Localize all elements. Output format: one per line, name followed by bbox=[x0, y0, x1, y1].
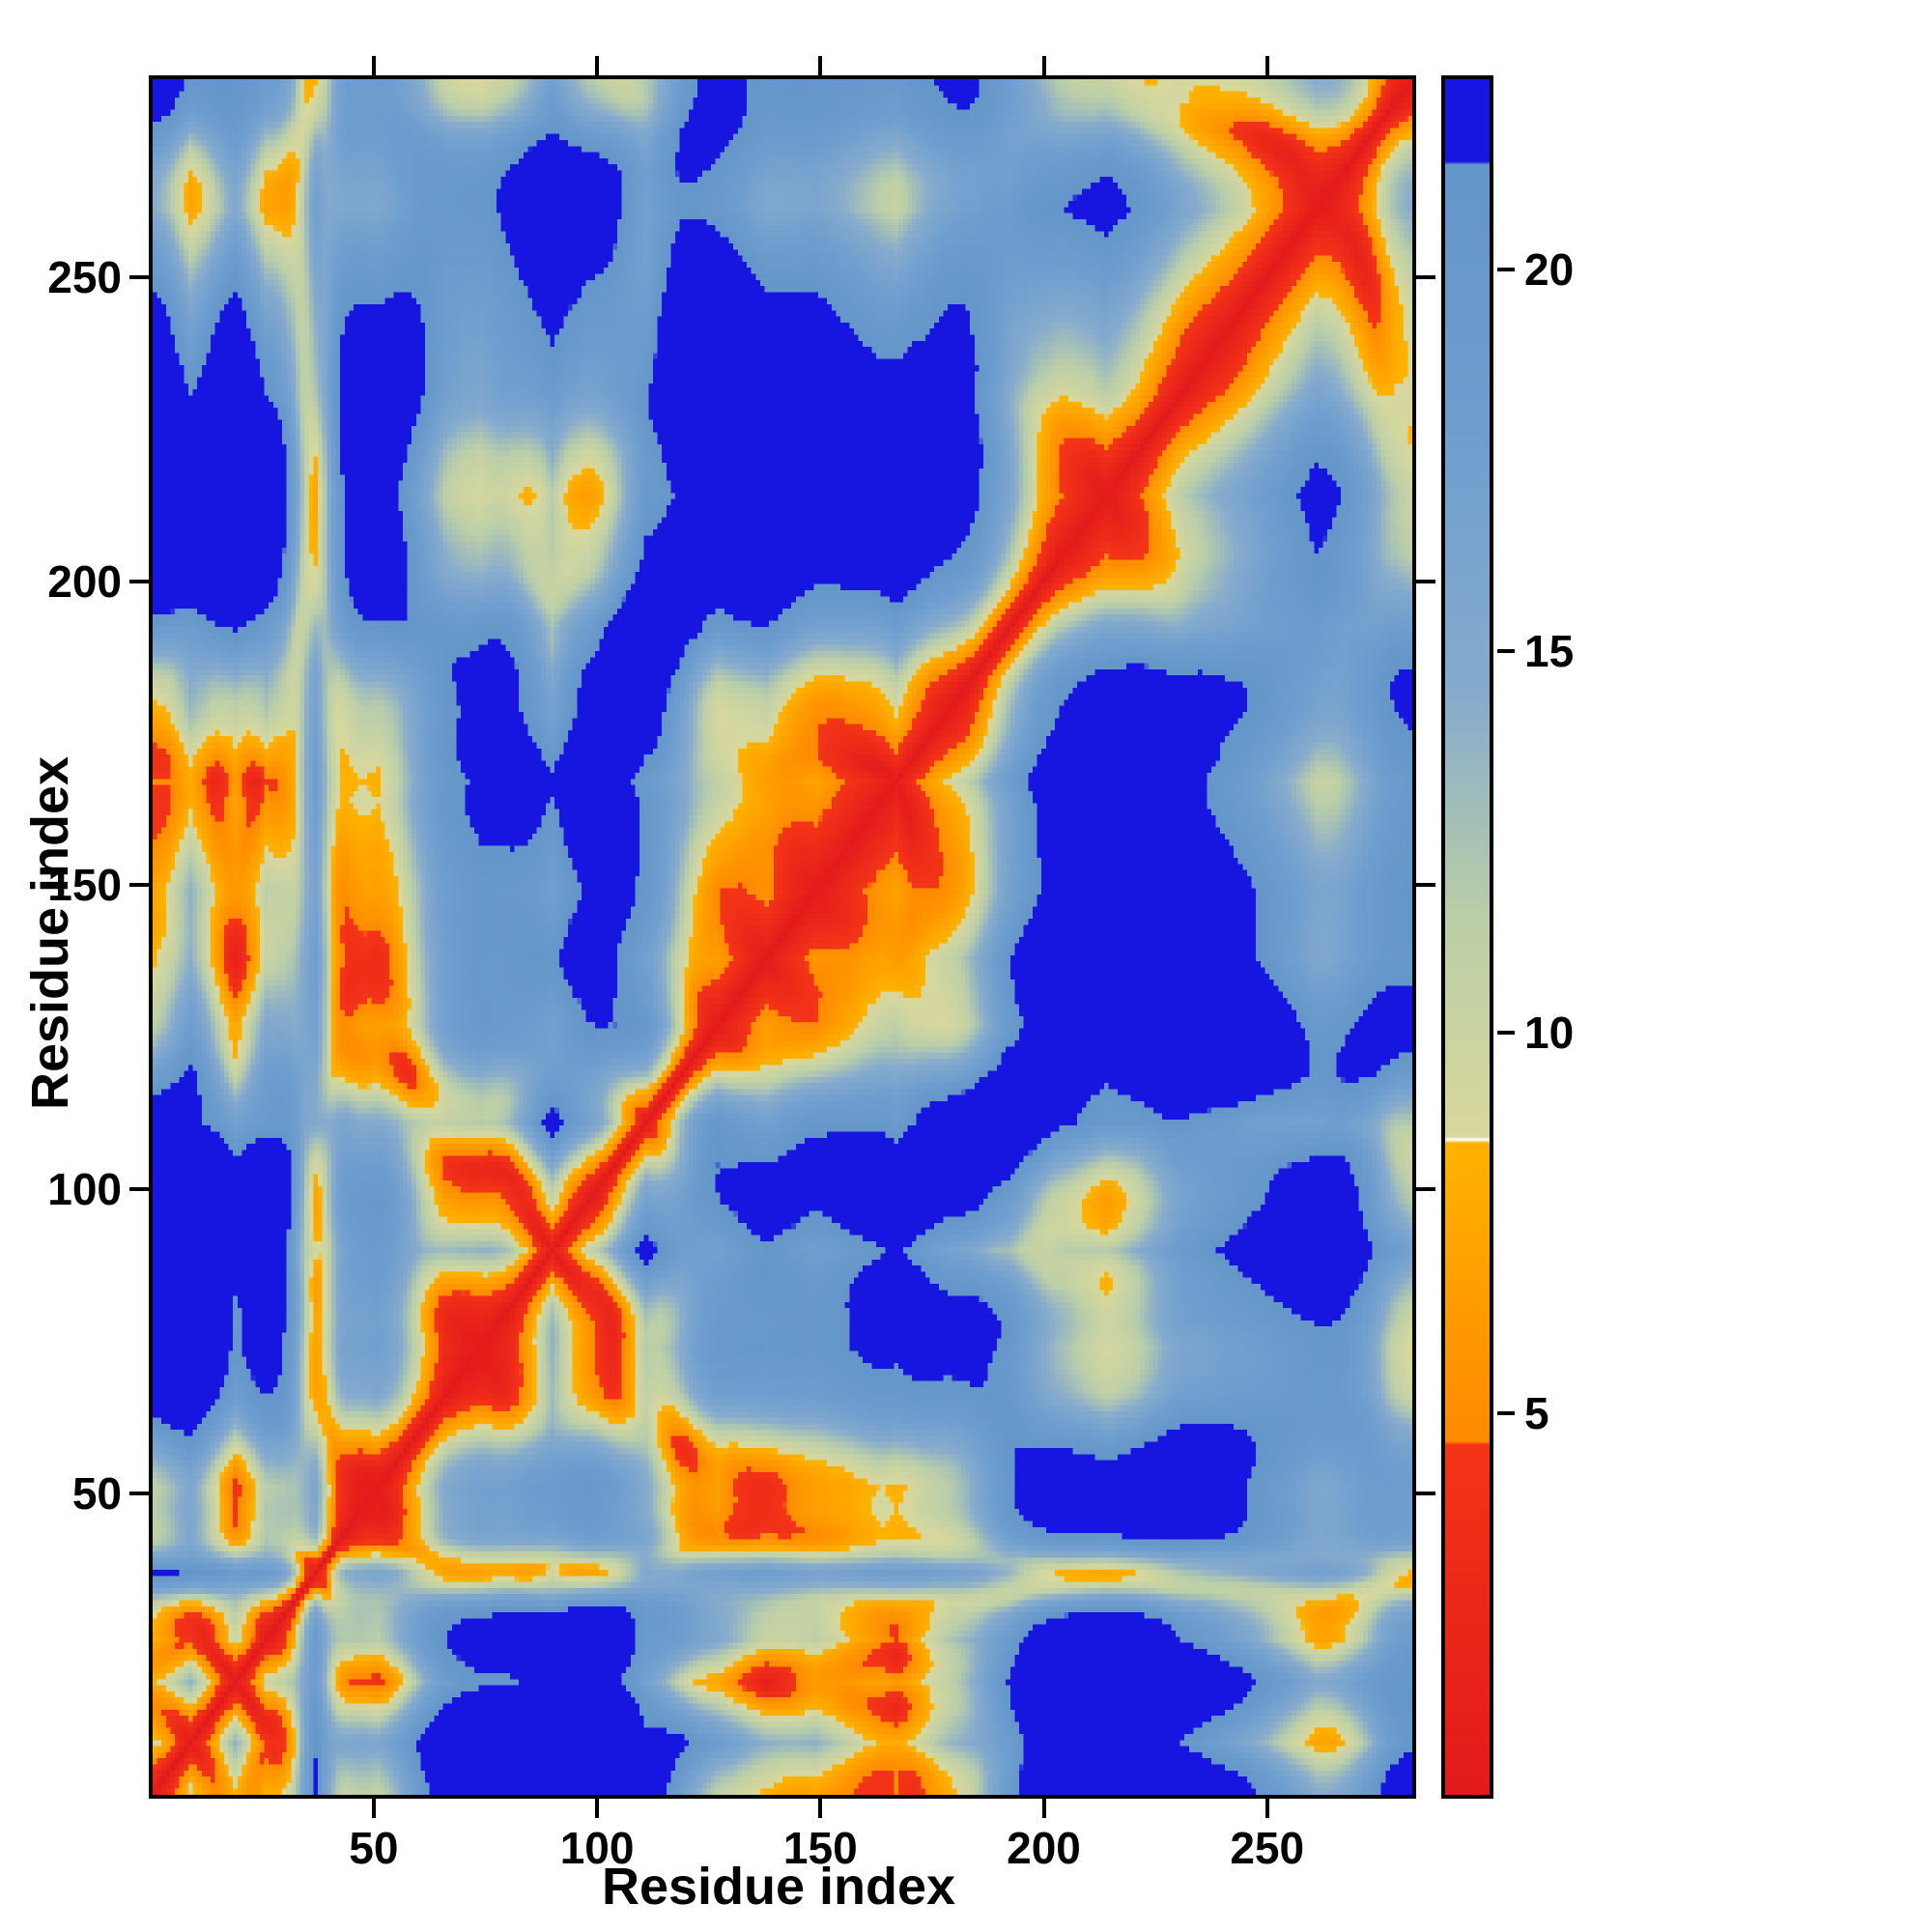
x-axis-title: Residue index bbox=[601, 1858, 956, 1916]
x-axis-top-tick-mark bbox=[1264, 56, 1269, 75]
y-axis-tick-label: 100 bbox=[47, 1164, 122, 1215]
x-axis-tick-mark bbox=[1041, 1799, 1046, 1818]
x-axis-tick-mark bbox=[1264, 1799, 1269, 1818]
y-axis-tick-mark bbox=[129, 1187, 149, 1192]
y-axis-right-tick-mark bbox=[1416, 883, 1435, 888]
y-axis-right-tick-mark bbox=[1416, 1492, 1435, 1496]
y-axis-tick-mark bbox=[129, 1492, 149, 1496]
residue-distance-heatmap-canvas bbox=[153, 79, 1412, 1795]
y-axis-right-tick-mark bbox=[1416, 274, 1435, 279]
colorbar-tick-mark bbox=[1497, 649, 1515, 653]
y-axis-tick-mark bbox=[129, 883, 149, 888]
y-axis-right-tick-mark bbox=[1416, 1187, 1435, 1192]
x-axis-top-tick-mark bbox=[595, 56, 600, 75]
x-axis-tick-mark bbox=[818, 1799, 823, 1818]
x-axis-tick-label: 100 bbox=[559, 1823, 635, 1873]
y-axis-tick-label: 150 bbox=[47, 860, 122, 911]
x-axis-tick-mark bbox=[595, 1799, 600, 1818]
colorbar-tick-mark bbox=[1497, 268, 1515, 272]
y-axis-tick-mark bbox=[129, 579, 149, 583]
x-axis-tick-label: 250 bbox=[1230, 1823, 1305, 1873]
y-axis-tick-label: 250 bbox=[47, 251, 122, 302]
colorbar-tick-label: 20 bbox=[1524, 244, 1575, 296]
x-axis-tick-label: 150 bbox=[782, 1823, 858, 1873]
y-axis-tick-label: 50 bbox=[71, 1468, 122, 1520]
colorbar bbox=[1441, 75, 1493, 1799]
colorbar-tick-label: 15 bbox=[1524, 626, 1575, 676]
x-axis-top-tick-mark bbox=[371, 56, 376, 75]
y-axis-title: Residue index bbox=[21, 755, 79, 1111]
y-axis-tick-mark bbox=[129, 274, 149, 279]
colorbar-tick-mark bbox=[1497, 1411, 1515, 1416]
x-axis-tick-label: 200 bbox=[1007, 1823, 1081, 1873]
y-axis-tick-label: 200 bbox=[47, 555, 122, 607]
x-axis-top-tick-mark bbox=[1041, 56, 1046, 75]
colorbar-tick-label: 5 bbox=[1524, 1388, 1549, 1439]
colorbar-tick-label: 10 bbox=[1524, 1007, 1575, 1058]
x-axis-top-tick-mark bbox=[818, 56, 823, 75]
y-axis-right-tick-mark bbox=[1416, 579, 1435, 583]
heatmap-plot-area bbox=[149, 75, 1416, 1799]
x-axis-tick-label: 50 bbox=[349, 1823, 399, 1873]
x-axis-tick-mark bbox=[371, 1799, 376, 1818]
colorbar-tick-mark bbox=[1497, 1030, 1515, 1035]
colorbar-gradient-canvas bbox=[1445, 79, 1490, 1795]
